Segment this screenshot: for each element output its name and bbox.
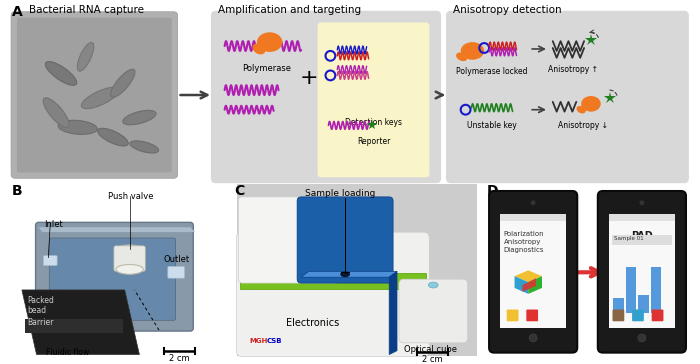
FancyBboxPatch shape bbox=[626, 268, 636, 313]
FancyBboxPatch shape bbox=[612, 235, 672, 245]
Text: MGH: MGH bbox=[249, 338, 267, 344]
FancyBboxPatch shape bbox=[613, 298, 624, 313]
FancyBboxPatch shape bbox=[650, 268, 661, 313]
Polygon shape bbox=[25, 319, 122, 333]
Circle shape bbox=[639, 200, 644, 205]
Ellipse shape bbox=[257, 32, 282, 52]
Text: Anisotropy detection: Anisotropy detection bbox=[453, 5, 561, 15]
Text: Packed
bead: Packed bead bbox=[27, 296, 54, 315]
FancyBboxPatch shape bbox=[114, 246, 146, 271]
Polygon shape bbox=[38, 227, 195, 232]
Text: Electronics: Electronics bbox=[286, 318, 339, 328]
Text: Detection keys: Detection keys bbox=[345, 118, 402, 127]
Ellipse shape bbox=[581, 96, 601, 112]
Polygon shape bbox=[514, 276, 528, 294]
Text: Fluidic flow: Fluidic flow bbox=[46, 348, 90, 357]
FancyBboxPatch shape bbox=[318, 23, 429, 177]
FancyBboxPatch shape bbox=[500, 214, 566, 328]
FancyBboxPatch shape bbox=[237, 184, 477, 356]
FancyBboxPatch shape bbox=[168, 266, 185, 278]
FancyBboxPatch shape bbox=[399, 279, 468, 343]
Text: B: B bbox=[12, 184, 22, 198]
Polygon shape bbox=[528, 276, 542, 294]
Text: D: D bbox=[487, 184, 498, 198]
Polygon shape bbox=[389, 271, 397, 355]
Text: Polarization
Anisotropy
Diagnostics: Polarization Anisotropy Diagnostics bbox=[504, 231, 545, 253]
FancyBboxPatch shape bbox=[612, 309, 624, 321]
Polygon shape bbox=[22, 290, 139, 355]
Ellipse shape bbox=[98, 128, 128, 146]
FancyBboxPatch shape bbox=[489, 191, 578, 353]
Circle shape bbox=[529, 334, 537, 342]
Text: Amplification and targeting: Amplification and targeting bbox=[218, 5, 361, 15]
FancyBboxPatch shape bbox=[608, 214, 676, 221]
FancyBboxPatch shape bbox=[240, 273, 426, 289]
Text: CSB: CSB bbox=[267, 338, 282, 344]
Text: Reporter: Reporter bbox=[357, 137, 390, 146]
Polygon shape bbox=[522, 278, 536, 292]
FancyBboxPatch shape bbox=[43, 256, 57, 265]
Ellipse shape bbox=[58, 120, 97, 134]
FancyBboxPatch shape bbox=[49, 238, 176, 320]
FancyBboxPatch shape bbox=[638, 295, 649, 313]
Ellipse shape bbox=[428, 282, 438, 288]
Text: Outlet: Outlet bbox=[164, 255, 190, 264]
Text: Bacterial RNA capture: Bacterial RNA capture bbox=[29, 5, 144, 15]
Ellipse shape bbox=[456, 52, 467, 61]
Text: Anisotropy ↑: Anisotropy ↑ bbox=[548, 65, 598, 74]
Circle shape bbox=[531, 200, 536, 205]
Polygon shape bbox=[301, 271, 397, 277]
Text: 2 cm: 2 cm bbox=[422, 355, 442, 364]
FancyBboxPatch shape bbox=[507, 309, 519, 321]
FancyBboxPatch shape bbox=[297, 197, 393, 283]
Text: Optical cube: Optical cube bbox=[404, 345, 457, 354]
Text: +: + bbox=[300, 68, 318, 88]
FancyBboxPatch shape bbox=[608, 214, 676, 328]
Circle shape bbox=[638, 334, 646, 342]
Ellipse shape bbox=[111, 69, 135, 97]
Ellipse shape bbox=[46, 62, 77, 85]
Ellipse shape bbox=[116, 245, 144, 255]
Text: Polymerase locked: Polymerase locked bbox=[456, 67, 528, 76]
Text: Unstable key: Unstable key bbox=[467, 122, 517, 130]
FancyBboxPatch shape bbox=[17, 17, 172, 173]
Text: Inlet: Inlet bbox=[44, 220, 63, 229]
FancyBboxPatch shape bbox=[36, 222, 193, 331]
Ellipse shape bbox=[461, 42, 484, 60]
Text: Sample loading: Sample loading bbox=[305, 189, 375, 198]
FancyBboxPatch shape bbox=[652, 309, 664, 321]
FancyBboxPatch shape bbox=[237, 232, 429, 357]
Text: Push valve: Push valve bbox=[108, 192, 153, 201]
FancyBboxPatch shape bbox=[238, 197, 340, 283]
FancyBboxPatch shape bbox=[632, 309, 644, 321]
FancyBboxPatch shape bbox=[526, 309, 538, 321]
Ellipse shape bbox=[577, 106, 586, 114]
Ellipse shape bbox=[77, 43, 94, 71]
FancyBboxPatch shape bbox=[598, 191, 686, 353]
FancyBboxPatch shape bbox=[446, 11, 689, 183]
Text: PAD: PAD bbox=[631, 231, 653, 241]
Text: A: A bbox=[12, 5, 23, 19]
Text: Sample 01: Sample 01 bbox=[615, 236, 644, 241]
Text: C: C bbox=[234, 184, 245, 198]
Text: Polymerase: Polymerase bbox=[242, 64, 291, 73]
Polygon shape bbox=[514, 270, 542, 282]
Text: 2 cm: 2 cm bbox=[169, 353, 190, 363]
Text: Barrier: Barrier bbox=[27, 318, 53, 327]
Ellipse shape bbox=[253, 44, 265, 55]
Ellipse shape bbox=[340, 271, 350, 277]
FancyBboxPatch shape bbox=[500, 214, 566, 221]
FancyBboxPatch shape bbox=[11, 12, 178, 178]
Ellipse shape bbox=[116, 265, 144, 274]
Ellipse shape bbox=[130, 141, 159, 153]
Text: Anisotropy ↓: Anisotropy ↓ bbox=[558, 122, 608, 130]
Ellipse shape bbox=[81, 87, 119, 108]
Ellipse shape bbox=[122, 110, 156, 125]
Ellipse shape bbox=[43, 98, 69, 127]
FancyBboxPatch shape bbox=[211, 11, 441, 183]
